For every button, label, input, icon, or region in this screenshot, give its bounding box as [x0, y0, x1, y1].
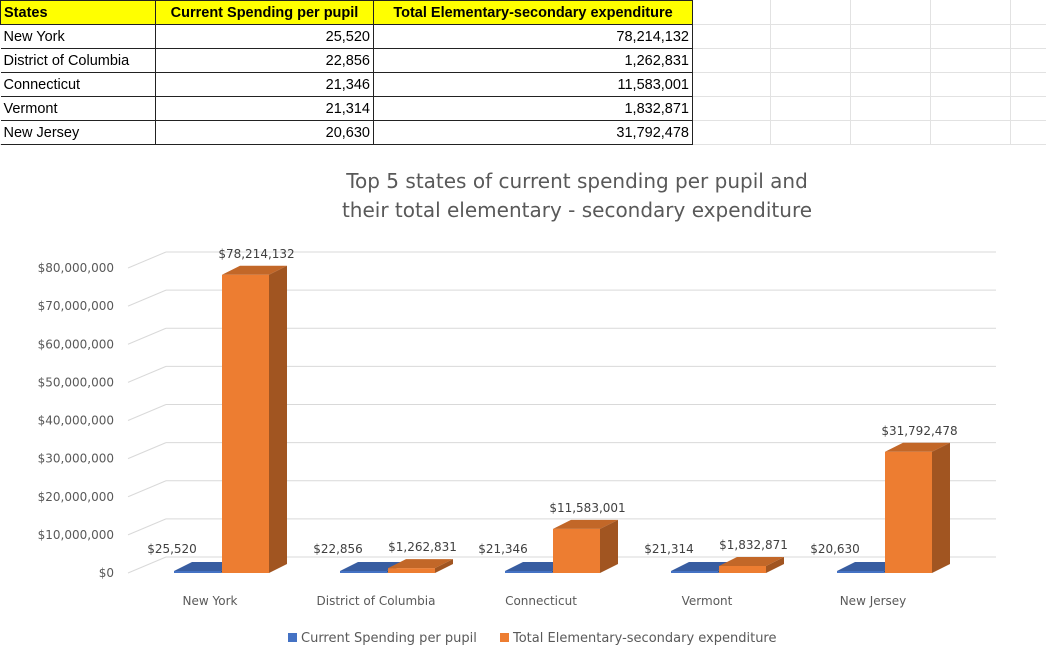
cell-spending[interactable]: 20,630 [155, 120, 374, 145]
y-tick-label: $50,000,000 [38, 375, 114, 389]
gridline-side [127, 327, 167, 345]
data-label: $25,520 [147, 542, 197, 556]
y-tick-label: $70,000,000 [38, 299, 114, 313]
x-tick-label: District of Columbia [317, 594, 436, 608]
data-label: $1,832,871 [719, 538, 788, 552]
cell-state[interactable]: New Jersey [0, 120, 156, 145]
cell-expenditure[interactable]: 31,792,478 [373, 120, 693, 145]
data-label: $21,314 [644, 542, 694, 556]
cell-state[interactable]: District of Columbia [0, 48, 156, 73]
table-row: Connecticut 21,346 11,583,001 [0, 72, 693, 97]
data-label: $78,214,132 [218, 247, 294, 261]
bar[interactable] [885, 442, 950, 573]
gridline-side [127, 556, 167, 574]
cell-expenditure[interactable]: 11,583,001 [373, 72, 693, 97]
table-header-row: States Current Spending per pupil Total … [0, 0, 693, 25]
data-label: $1,262,831 [388, 540, 457, 554]
header-states[interactable]: States [0, 0, 156, 25]
bar[interactable] [222, 265, 287, 573]
cell-state[interactable]: Connecticut [0, 72, 156, 97]
x-tick-label: New York [183, 594, 238, 608]
cell-expenditure[interactable]: 1,262,831 [373, 48, 693, 73]
gridline-side [127, 442, 167, 460]
cell-spending[interactable]: 21,314 [155, 96, 374, 121]
legend-swatch [288, 633, 297, 642]
legend-swatch [500, 633, 509, 642]
data-table: States Current Spending per pupil Total … [0, 0, 693, 145]
x-tick-label: Vermont [682, 594, 733, 608]
y-tick-label: $80,000,000 [38, 261, 114, 275]
bar[interactable] [719, 557, 784, 573]
gridline-side [127, 480, 167, 498]
x-tick-label: Connecticut [505, 594, 577, 608]
cell-spending[interactable]: 25,520 [155, 24, 374, 49]
cell-expenditure[interactable]: 78,214,132 [373, 24, 693, 49]
table-row: New York 25,520 78,214,132 [0, 24, 693, 49]
cell-state[interactable]: Vermont [0, 96, 156, 121]
cell-expenditure[interactable]: 1,832,871 [373, 96, 693, 121]
chart-title-line-2: their total elementary - secondary expen… [342, 198, 812, 222]
data-label: $31,792,478 [881, 424, 957, 438]
y-tick-label: $0 [99, 566, 114, 580]
gridline-side [127, 404, 167, 421]
bar[interactable] [388, 559, 453, 573]
spreadsheet-gridlines [0, 0, 1046, 145]
data-label: $11,583,001 [549, 501, 625, 515]
y-tick-label: $20,000,000 [38, 490, 114, 504]
legend-entry[interactable]: Total Elementary-secondary expenditure [512, 631, 777, 646]
bar[interactable] [553, 519, 618, 573]
table-row: New Jersey 20,630 31,792,478 [0, 120, 693, 145]
table-row: Vermont 21,314 1,832,871 [0, 96, 693, 121]
data-label: $20,630 [810, 542, 860, 556]
chart-title-line-1: Top 5 states of current spending per pup… [345, 169, 808, 193]
gridline-side [127, 518, 167, 536]
cell-spending[interactable]: 21,346 [155, 72, 374, 97]
table-row: District of Columbia 22,856 1,262,831 [0, 48, 693, 73]
gridline-side [127, 251, 167, 269]
y-tick-label: $40,000,000 [38, 414, 114, 428]
x-tick-label: New Jersey [840, 594, 907, 608]
legend-entry[interactable]: Current Spending per pupil [301, 631, 477, 646]
y-tick-label: $60,000,000 [38, 337, 114, 351]
cell-state[interactable]: New York [0, 24, 156, 49]
gridline-side [127, 365, 167, 383]
chart[interactable]: Top 5 states of current spending per pup… [0, 145, 1046, 658]
header-total-expenditure[interactable]: Total Elementary-secondary expenditure [373, 0, 693, 25]
gridline-side [127, 289, 167, 307]
y-tick-label: $30,000,000 [38, 452, 114, 466]
data-label: $22,856 [313, 542, 363, 556]
y-tick-label: $10,000,000 [38, 528, 114, 542]
data-label: $21,346 [478, 542, 528, 556]
cell-spending[interactable]: 22,856 [155, 48, 374, 73]
header-current-spending[interactable]: Current Spending per pupil [155, 0, 374, 25]
